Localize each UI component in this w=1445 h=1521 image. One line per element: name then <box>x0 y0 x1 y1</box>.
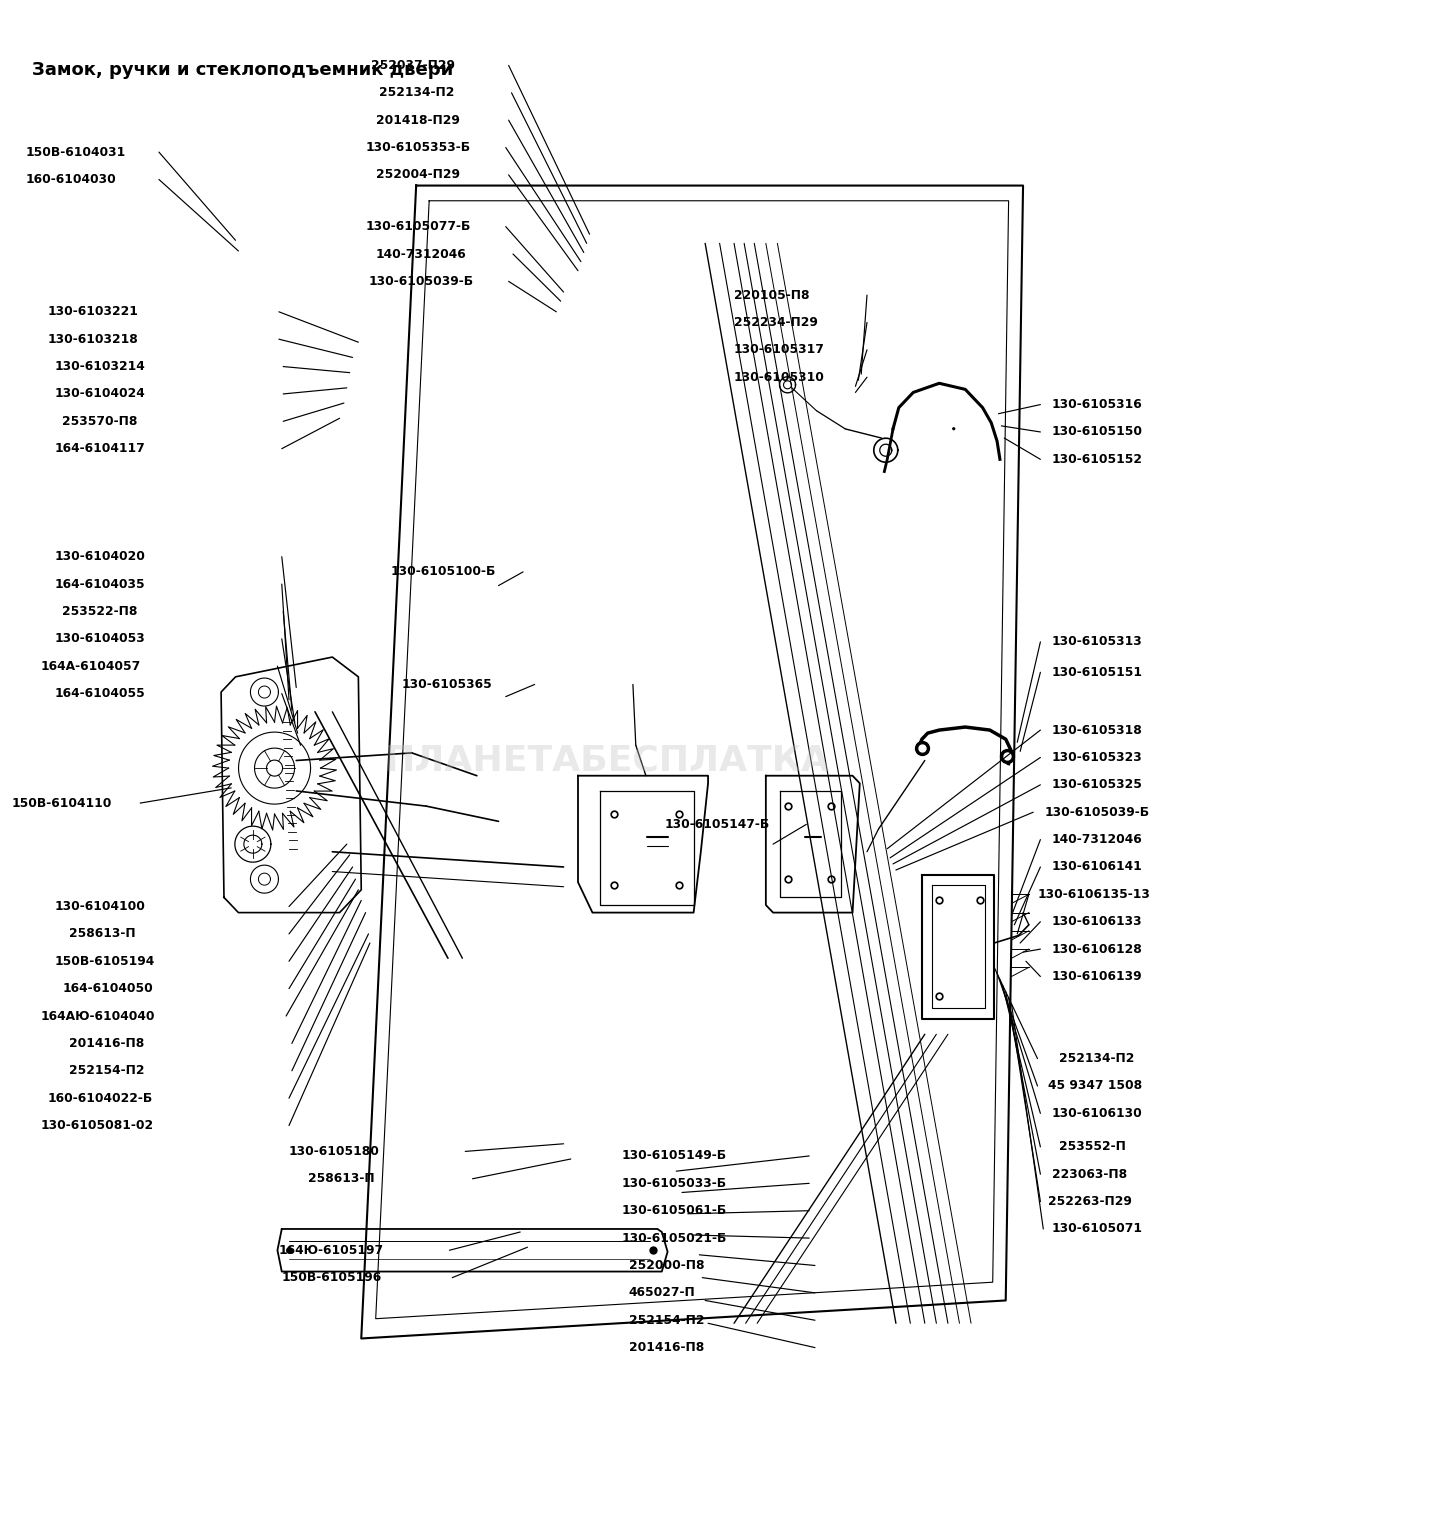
Text: 130-6106130: 130-6106130 <box>1052 1107 1143 1119</box>
Text: 130-6103218: 130-6103218 <box>48 333 139 345</box>
Text: 130-6105077-Б: 130-6105077-Б <box>366 221 471 233</box>
Text: 258613-П: 258613-П <box>308 1173 374 1185</box>
Text: 140-7312046: 140-7312046 <box>1052 834 1143 846</box>
Text: 130-6105180: 130-6105180 <box>289 1145 380 1157</box>
Text: 164-6104050: 164-6104050 <box>62 983 153 995</box>
Text: 130-6105151: 130-6105151 <box>1052 666 1143 678</box>
Text: 130-6105365: 130-6105365 <box>402 678 493 691</box>
Text: 130-6105323: 130-6105323 <box>1052 751 1143 764</box>
Text: 130-6106135-13: 130-6106135-13 <box>1038 888 1150 900</box>
Text: 130-6105318: 130-6105318 <box>1052 724 1143 736</box>
Text: 130-6105039-Б: 130-6105039-Б <box>1045 806 1150 818</box>
Text: 252004-П29: 252004-П29 <box>376 169 460 181</box>
Text: Замок, ручки и стеклоподъемник двери: Замок, ручки и стеклоподъемник двери <box>32 61 454 79</box>
Text: 150В-6104031: 150В-6104031 <box>26 146 126 158</box>
Text: 130-6105353-Б: 130-6105353-Б <box>366 141 471 154</box>
Text: 130-6105061-Б: 130-6105061-Б <box>621 1205 727 1217</box>
Text: 252134-П2: 252134-П2 <box>1059 1053 1134 1065</box>
Text: 465027-П: 465027-П <box>629 1287 695 1299</box>
Text: 253522-П8: 253522-П8 <box>62 605 137 618</box>
Text: 253552-П: 253552-П <box>1059 1141 1126 1153</box>
Text: 130-6106128: 130-6106128 <box>1052 943 1143 955</box>
Text: 164-6104117: 164-6104117 <box>55 443 146 455</box>
Text: 252000-П8: 252000-П8 <box>629 1259 704 1272</box>
Text: 201416-П8: 201416-П8 <box>629 1342 704 1354</box>
Text: 252154-П2: 252154-П2 <box>69 1065 144 1077</box>
Text: 130-6105149-Б: 130-6105149-Б <box>621 1150 727 1162</box>
Text: 252037-П29: 252037-П29 <box>371 59 455 71</box>
Text: 164-6104035: 164-6104035 <box>55 578 146 590</box>
Text: 130-6104053: 130-6104053 <box>55 633 146 645</box>
Text: 45 9347 1508: 45 9347 1508 <box>1048 1080 1142 1092</box>
Text: 130-6105150: 130-6105150 <box>1052 426 1143 438</box>
Text: 150В-6105194: 150В-6105194 <box>55 955 155 967</box>
Text: 130-6104020: 130-6104020 <box>55 551 146 563</box>
Text: 164-6104055: 164-6104055 <box>55 687 146 700</box>
Text: 258613-П: 258613-П <box>69 928 136 940</box>
Text: ПЛАНЕТАБЕСПЛАТКА: ПЛАНЕТАБЕСПЛАТКА <box>384 744 829 777</box>
Text: 130-6105313: 130-6105313 <box>1052 636 1143 648</box>
Text: 150В-6104110: 150В-6104110 <box>12 797 111 809</box>
Text: 253570-П8: 253570-П8 <box>62 415 137 427</box>
Text: 130-6105071: 130-6105071 <box>1052 1223 1143 1235</box>
Text: 130-6104100: 130-6104100 <box>55 900 146 913</box>
Text: 130-6105147-Б: 130-6105147-Б <box>665 818 770 830</box>
Text: 130-6105325: 130-6105325 <box>1052 779 1143 791</box>
Text: 252234-П29: 252234-П29 <box>734 316 818 329</box>
Text: 150В-6105196: 150В-6105196 <box>282 1272 381 1284</box>
Text: 130-6106139: 130-6106139 <box>1052 970 1143 983</box>
Text: 130-6104024: 130-6104024 <box>55 388 146 400</box>
Text: 164АЮ-6104040: 164АЮ-6104040 <box>40 1010 155 1022</box>
Text: 130-6105081-02: 130-6105081-02 <box>40 1119 153 1132</box>
Text: 160-6104022-Б: 160-6104022-Б <box>48 1092 153 1104</box>
Text: 130-6103221: 130-6103221 <box>48 306 139 318</box>
Text: 130-6106133: 130-6106133 <box>1052 916 1143 928</box>
Text: 164Ю-6105197: 164Ю-6105197 <box>279 1244 384 1256</box>
Text: 160-6104030: 160-6104030 <box>26 173 117 186</box>
Text: 252134-П2: 252134-П2 <box>379 87 454 99</box>
Text: 130-6105033-Б: 130-6105033-Б <box>621 1177 727 1189</box>
Text: 220105-П8: 220105-П8 <box>734 289 809 301</box>
Text: 130-6105317: 130-6105317 <box>734 344 825 356</box>
Text: 223063-П8: 223063-П8 <box>1052 1168 1127 1180</box>
Text: 130-6105152: 130-6105152 <box>1052 453 1143 465</box>
Text: 130-6105021-Б: 130-6105021-Б <box>621 1232 727 1244</box>
Text: 130-6105100-Б: 130-6105100-Б <box>390 566 496 578</box>
Text: 164А-6104057: 164А-6104057 <box>40 660 140 672</box>
Text: 252263-П29: 252263-П29 <box>1048 1196 1131 1208</box>
Text: 201416-П8: 201416-П8 <box>69 1037 144 1049</box>
Text: 130-6105316: 130-6105316 <box>1052 399 1143 411</box>
Text: 130-6106141: 130-6106141 <box>1052 861 1143 873</box>
Text: 201418-П29: 201418-П29 <box>376 114 460 126</box>
Text: 140-7312046: 140-7312046 <box>376 248 467 260</box>
Text: 252154-П2: 252154-П2 <box>629 1314 704 1326</box>
Text: 130-6105039-Б: 130-6105039-Б <box>368 275 474 287</box>
Text: 130-6105310: 130-6105310 <box>734 371 825 383</box>
Text: 130-6103214: 130-6103214 <box>55 360 146 373</box>
